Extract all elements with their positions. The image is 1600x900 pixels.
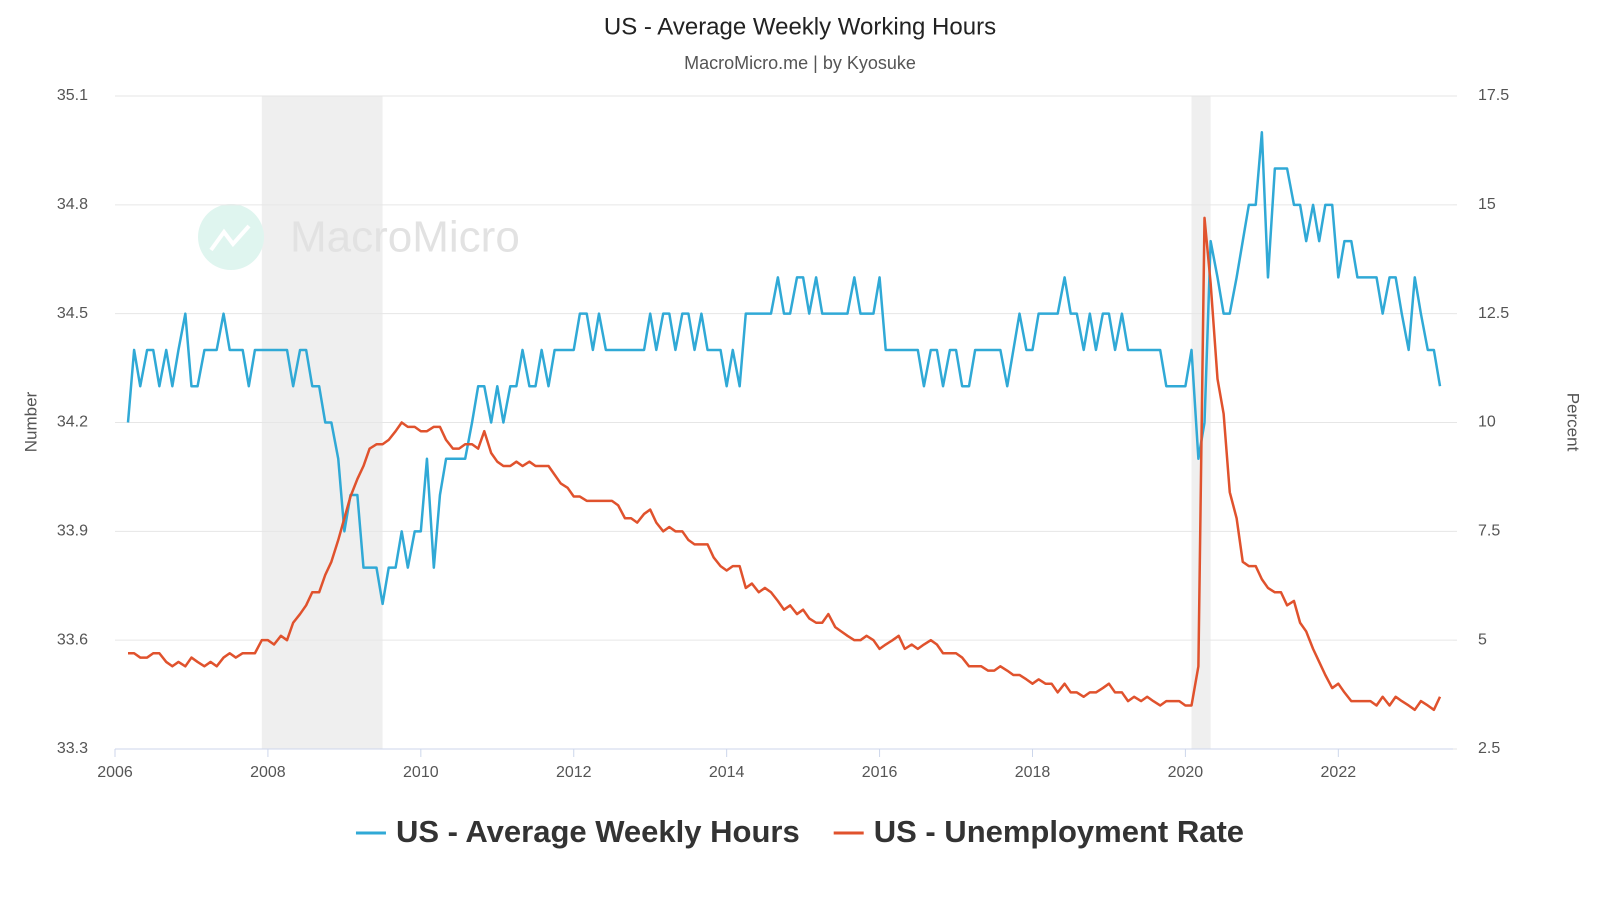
- y-tick-label: 33.3: [57, 740, 88, 757]
- y-tick-label: 33.6: [57, 631, 88, 648]
- chart-title: US - Average Weekly Working Hours: [604, 13, 996, 40]
- legend-label: US - Unemployment Rate: [874, 814, 1244, 849]
- x-tick-label: 2016: [862, 764, 898, 781]
- watermark-icon: [198, 204, 264, 270]
- y2-tick-label: 2.5: [1478, 740, 1500, 757]
- y-axis-title: Number: [21, 391, 40, 452]
- y-tick-label: 34.2: [57, 414, 88, 431]
- y2-axis-title: Percent: [1564, 393, 1583, 452]
- x-tick-label: 2006: [97, 764, 133, 781]
- x-tick-label: 2014: [709, 764, 745, 781]
- y-tick-label: 33.9: [57, 523, 88, 540]
- y-tick-label: 35.1: [57, 87, 88, 104]
- x-tick-label: 2008: [250, 764, 286, 781]
- y-tick-label: 34.5: [57, 305, 88, 322]
- x-tick-label: 2022: [1321, 764, 1357, 781]
- x-tick-label: 2020: [1168, 764, 1204, 781]
- y2-tick-label: 7.5: [1478, 523, 1500, 540]
- legend: US - Average Weekly Hours US - Unemployme…: [355, 814, 1244, 849]
- y-tick-label: 34.8: [57, 196, 88, 213]
- data-line: [128, 216, 1442, 712]
- data-line: [126, 131, 1442, 606]
- x-tick-label: 2012: [556, 764, 592, 781]
- watermark-icon-glyph: [209, 224, 251, 252]
- y2-tick-label: 5: [1478, 631, 1487, 648]
- watermark: MacroMicro: [290, 213, 520, 262]
- x-tick-label: 2010: [403, 764, 439, 781]
- y2-tick-label: 12.5: [1478, 305, 1509, 322]
- x-tick-label: 2018: [1015, 764, 1051, 781]
- y2-tick-label: 10: [1478, 414, 1496, 431]
- legend-label: US - Average Weekly Hours: [396, 814, 800, 849]
- y2-tick-label: 17.5: [1478, 87, 1509, 104]
- y2-tick-label: 15: [1478, 196, 1496, 213]
- chart-subtitle: MacroMicro.me | by Kyosuke: [684, 53, 916, 73]
